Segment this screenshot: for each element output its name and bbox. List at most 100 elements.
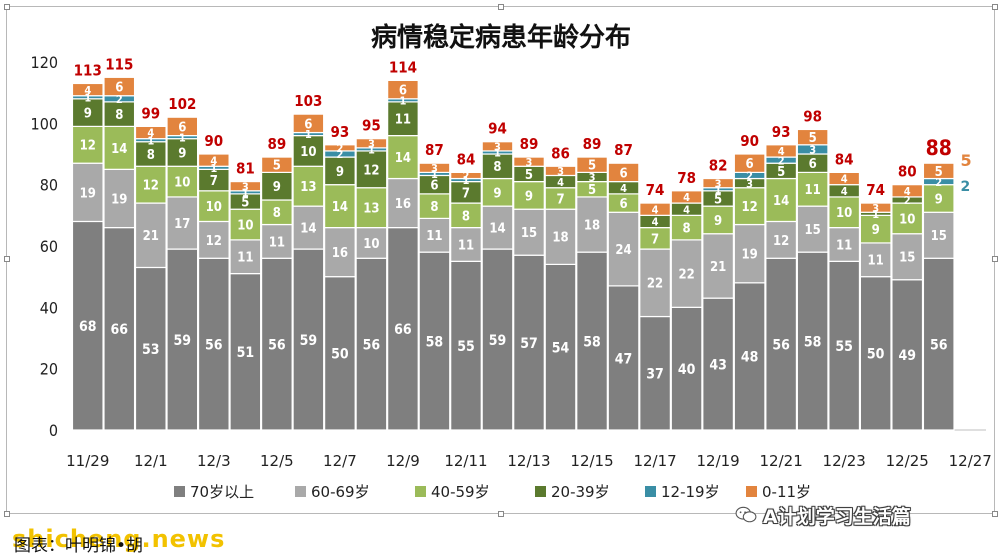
- segment-label: 11: [237, 251, 253, 266]
- resize-handle-bottom-mid[interactable]: [498, 511, 504, 517]
- wechat-badge: A计划学习生活篇: [735, 500, 911, 530]
- segment-label: 5: [809, 131, 817, 146]
- segment-label: 5: [714, 192, 722, 207]
- bar-segment: [733, 282, 766, 431]
- legend-label: 0-11岁: [762, 483, 811, 501]
- bar-segment: [859, 242, 892, 278]
- x-tick-label: 12/27: [949, 452, 992, 470]
- segment-label: 7: [556, 192, 564, 207]
- x-tick-label: 12/19: [696, 452, 739, 470]
- segment-label: 12: [80, 139, 96, 154]
- segment-label: 18: [584, 218, 600, 233]
- bar-segment: [134, 165, 167, 204]
- bar-segment: [71, 82, 104, 97]
- segment-label: 48: [741, 350, 759, 366]
- total-label: 98: [803, 107, 822, 125]
- segment-label: 2: [336, 148, 343, 161]
- total-label: 93: [772, 123, 791, 141]
- total-label: 78: [677, 169, 696, 187]
- resize-handle-top-left[interactable]: [4, 4, 10, 10]
- segment-label: 7: [210, 174, 218, 189]
- total-label: 87: [614, 141, 633, 159]
- highlight-label-12-19: 2: [960, 179, 970, 195]
- segment-label: 15: [521, 226, 537, 241]
- legend-swatch: [415, 486, 426, 497]
- resize-handle-mid-right[interactable]: [992, 256, 998, 262]
- bar-segment: [418, 251, 451, 431]
- bar-segment: [418, 162, 451, 173]
- segment-label: 1: [368, 144, 375, 157]
- resize-handle-bottom-left[interactable]: [4, 511, 10, 517]
- segment-label: 19: [741, 248, 757, 263]
- segment-label: 11: [836, 238, 852, 253]
- bar-segment: [796, 205, 829, 253]
- segment-label: 1: [715, 183, 722, 196]
- segment-label: 12: [363, 163, 379, 178]
- segment-label: 8: [683, 222, 691, 237]
- bar-segment: [670, 190, 703, 204]
- segment-label: 8: [462, 209, 470, 224]
- bar-segment: [260, 199, 293, 226]
- bar-segment: [891, 279, 924, 431]
- x-tick-label: 12/5: [260, 452, 294, 470]
- segment-label: 6: [430, 179, 438, 194]
- bar-segment: [513, 254, 545, 431]
- segment-label: 3: [715, 177, 722, 190]
- bar-segment: [607, 162, 640, 183]
- bar-segment: [197, 220, 230, 259]
- bar-segment: [324, 144, 356, 152]
- y-tick-label: 80: [40, 176, 58, 195]
- bar-segment: [828, 260, 861, 431]
- bar-segment: [576, 156, 608, 173]
- segment-label: 2: [904, 194, 911, 207]
- bar-segment: [134, 202, 167, 269]
- x-tick-label: 12/9: [386, 452, 420, 470]
- bar-segment: [324, 276, 356, 431]
- bar-segment: [670, 306, 703, 431]
- bar-segment: [103, 101, 136, 128]
- segment-label: 51: [237, 345, 255, 361]
- bar-segment: [292, 205, 325, 250]
- bar-segment: [702, 177, 734, 189]
- x-tick-label: 12/23: [823, 452, 866, 470]
- segment-label: 57: [520, 336, 538, 352]
- x-tick-label: 12/3: [197, 452, 231, 470]
- segment-label: 47: [615, 351, 633, 367]
- resize-handle-bottom-right[interactable]: [992, 511, 998, 517]
- segment-label: 3: [526, 156, 533, 169]
- bar-segment: [71, 220, 104, 431]
- bar-segment: [891, 184, 924, 198]
- bar-segment: [513, 181, 545, 210]
- segment-label: 10: [836, 206, 852, 221]
- segment-label: 15: [805, 223, 821, 238]
- segment-label: 3: [242, 180, 249, 193]
- resize-handle-mid-left[interactable]: [4, 256, 10, 262]
- segment-label: 1: [494, 147, 501, 160]
- y-tick-label: 100: [31, 114, 58, 133]
- segment-label: 3: [431, 162, 438, 175]
- segment-label: 16: [395, 197, 411, 212]
- segment-label: 5: [273, 159, 281, 174]
- watermark-site: shicheng.news: [12, 525, 226, 553]
- total-label: 95: [362, 117, 381, 135]
- legend-label: 60-69岁: [311, 483, 370, 501]
- resize-handle-top-mid[interactable]: [498, 4, 504, 10]
- x-tick-label: 12/25: [886, 452, 929, 470]
- segment-label: 37: [646, 367, 664, 383]
- segment-label: 9: [525, 189, 533, 204]
- total-label: 88: [926, 136, 952, 160]
- bar-segment: [387, 135, 419, 180]
- segment-label: 55: [835, 339, 853, 355]
- segment-label: 6: [115, 80, 123, 95]
- segment-label: 12: [143, 179, 159, 194]
- total-label: 87: [425, 141, 444, 159]
- bar-segment: [544, 208, 577, 265]
- bar-segment: [166, 196, 199, 250]
- legend-swatch: [746, 486, 757, 497]
- bar-segment: [292, 135, 325, 167]
- segment-label: 1: [84, 91, 91, 104]
- bar-segment: [197, 257, 230, 431]
- segment-label: 4: [557, 176, 564, 189]
- bar-segment: [639, 315, 671, 431]
- resize-handle-top-right[interactable]: [992, 4, 998, 10]
